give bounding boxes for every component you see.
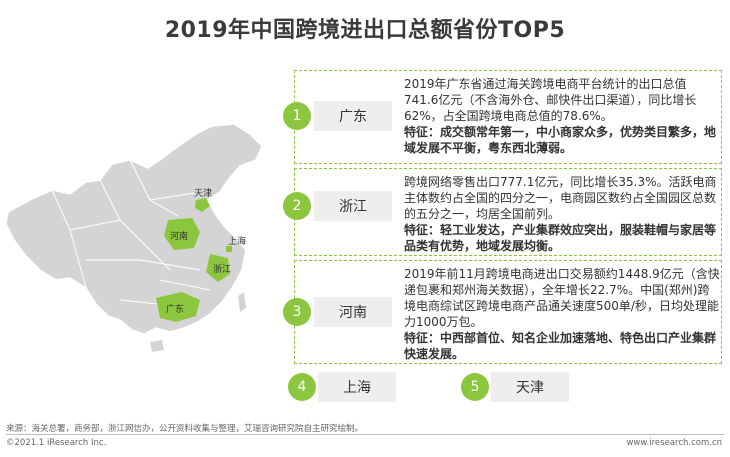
- rank-text-2: 跨境网络零售出口777.1亿元，同比增长35.3%。活跃电商主体数约占全国的四分…: [404, 175, 717, 221]
- rank-badge-4: 4: [288, 373, 316, 401]
- rank-description-3: 2019年前11月跨境电商进出口交易额约1448.9亿元（含快递包裹和郑州海关数…: [404, 266, 720, 362]
- province-name-1: 广东: [314, 101, 392, 131]
- province-tianjin: [195, 198, 210, 212]
- copyright: ©2021.1 iResearch Inc.: [6, 438, 107, 448]
- province-name-2: 浙江: [314, 191, 392, 221]
- island-hainan: [150, 340, 164, 352]
- website-link[interactable]: www.iresearch.com.cn: [626, 438, 722, 448]
- rank-badge-3: 3: [283, 298, 311, 326]
- rank-feature-3: 特征：中西部首位、知名企业加速落地、特色出口产业集群快速发展。: [404, 331, 717, 361]
- province-name-3: 河南: [314, 297, 392, 327]
- china-map-outline: [5, 123, 263, 335]
- map-label-shanghai: 上海: [228, 235, 246, 246]
- rank-feature-1: 特征：成交额常年第一，中小商家众多，优势类目繁多，地域发展不平衡，粤东西北薄弱。: [404, 125, 717, 155]
- map-label-henan: 河南: [170, 230, 188, 241]
- china-map: 天津 河南 上海 浙江 广东: [5, 123, 263, 352]
- source-note: 来源：海关总署，商务部，浙江网信办，公开资料收集与整理，艾瑞咨询研究院自主研究绘…: [6, 424, 364, 434]
- rank-badge-1: 1: [283, 102, 311, 130]
- rank-text-1: 2019年广东省通过海关跨境电商平台统计的出口总值741.6亿元（不含海外仓、邮…: [404, 77, 697, 123]
- province-guangdong: [156, 292, 200, 322]
- province-name-5: 天津: [491, 372, 569, 402]
- rank-description-2: 跨境网络零售出口777.1亿元，同比增长35.3%。活跃电商主体数约占全国的四分…: [404, 174, 720, 254]
- province-henan: [164, 218, 200, 250]
- map-label-zhejiang: 浙江: [213, 263, 231, 274]
- rank-description-1: 2019年广东省通过海关跨境电商平台统计的出口总值741.6亿元（不含海外仓、邮…: [404, 76, 720, 156]
- province-name-4: 上海: [318, 372, 396, 402]
- map-label-tianjin: 天津: [194, 188, 212, 198]
- map-label-guangdong: 广东: [166, 303, 184, 314]
- rank-badge-2: 2: [283, 192, 311, 220]
- island-taiwan: [238, 292, 246, 312]
- rank-text-3: 2019年前11月跨境电商进出口交易额约1448.9亿元（含快递包裹和郑州海关数…: [404, 267, 720, 329]
- rank-badge-5: 5: [461, 373, 489, 401]
- province-zhejiang: [206, 254, 230, 282]
- rank-feature-2: 特征：轻工业发达，产业集群效应突出，服装鞋帽与家居等品类有优势，地域发展均衡。: [404, 223, 717, 253]
- province-shanghai: [226, 246, 232, 252]
- province-borders: [51, 159, 211, 307]
- page-title: 2019年中国跨境进出口总额省份TOP5: [164, 18, 566, 43]
- footer-divider: [6, 434, 724, 435]
